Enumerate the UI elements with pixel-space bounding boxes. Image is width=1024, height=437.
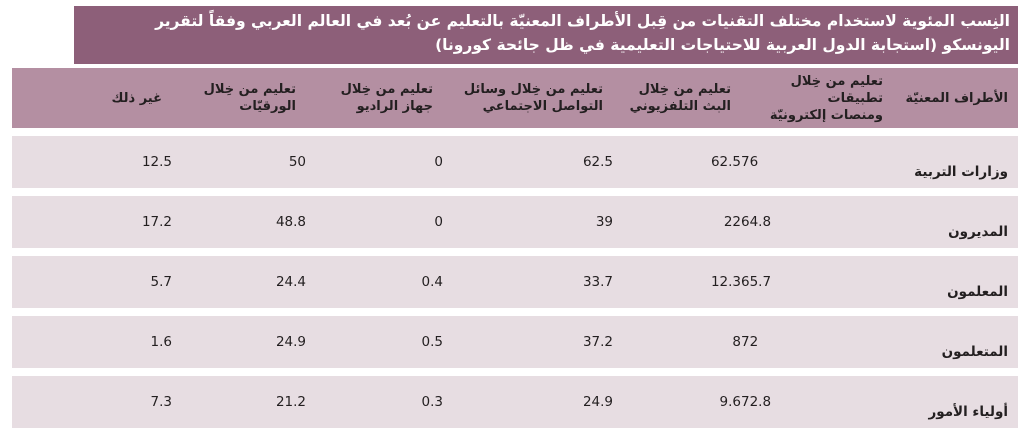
header-paper: تعليم من خِلال الورقيّات — [172, 68, 306, 128]
title-line-1: النِسب المئوية لاستخدام مختلف التقنيات م… — [155, 12, 1010, 30]
cell-social: 62.5 — [443, 136, 613, 188]
header-tv: تعليم من خِلال البث التلفزيوني — [613, 68, 741, 128]
header-radio-line2: جهاز الراديو — [356, 99, 433, 114]
header-tv-line2: البث التلفزيوني — [629, 99, 731, 114]
cell-paper: 24.4 — [172, 256, 306, 308]
cell-paper-value: 48.8 — [275, 214, 306, 230]
cell-tv-value: 12.3 — [710, 274, 741, 290]
cell-apps: 76 — [741, 136, 893, 188]
header-entity: الأطراف المعنيّة — [893, 68, 1018, 128]
cell-paper-value: 24.9 — [275, 334, 306, 350]
cell-other-value: 1.6 — [150, 334, 172, 350]
cell-apps: 72.8 — [741, 376, 893, 428]
data-table: الأطراف المعنيّة تعليم من خِلال تطبيقات … — [12, 68, 1018, 428]
cell-social-value: 39 — [595, 214, 613, 230]
cell-social-value: 62.5 — [582, 154, 613, 170]
cell-other: 7.3 — [12, 376, 172, 428]
cell-social: 39 — [443, 196, 613, 248]
row-entity: المعلمون — [947, 284, 1008, 300]
header-entity-label: الأطراف المعنيّة — [905, 90, 1008, 106]
cell-tv: 8 — [613, 316, 741, 368]
cell-radio-value: 0 — [434, 214, 443, 230]
table-row: أولياء الأمور 72.8 9.6 24.9 0.3 21.2 7.3 — [12, 376, 1018, 428]
cell-apps-value: 72 — [741, 334, 759, 350]
cell-social: 24.9 — [443, 376, 613, 428]
cell-apps: 64.8 — [741, 196, 893, 248]
cell-tv-value: 9.6 — [719, 394, 741, 410]
cell-social: 37.2 — [443, 316, 613, 368]
cell-other-value: 17.2 — [141, 214, 172, 230]
cell-other: 5.7 — [12, 256, 172, 308]
cell-paper-value: 24.4 — [275, 274, 306, 290]
cell-other: 1.6 — [12, 316, 172, 368]
header-other-label: غير ذلك — [111, 90, 162, 106]
cell-radio-value: 0.5 — [421, 334, 443, 350]
header-radio: تعليم من خِلال جهاز الراديو — [306, 68, 443, 128]
cell-radio: 0 — [306, 196, 443, 248]
header-paper-line2: الورقيّات — [239, 99, 296, 114]
cell-paper-value: 50 — [288, 154, 306, 170]
cell-other-value: 7.3 — [150, 394, 172, 410]
header-apps-line1: تعليم من خِلال تطبيقات — [790, 73, 883, 106]
cell-paper: 50 — [172, 136, 306, 188]
cell-apps: 72 — [741, 316, 893, 368]
cell-other: 17.2 — [12, 196, 172, 248]
cell-social: 33.7 — [443, 256, 613, 308]
cell-apps: 65.7 — [741, 256, 893, 308]
header-paper-line1: تعليم من خِلال — [203, 82, 296, 97]
table-row: وزارات التربية 76 62.5 62.5 0 50 12.5 — [12, 136, 1018, 188]
table-header-row: الأطراف المعنيّة تعليم من خِلال تطبيقات … — [12, 68, 1018, 128]
cell-radio: 0.4 — [306, 256, 443, 308]
table-row: المتعلمون 72 8 37.2 0.5 24.9 1.6 — [12, 316, 1018, 368]
table-title: النِسب المئوية لاستخدام مختلف التقنيات م… — [74, 6, 1018, 64]
cell-tv: 12.3 — [613, 256, 741, 308]
cell-other-value: 12.5 — [141, 154, 172, 170]
cell-radio: 0 — [306, 136, 443, 188]
row-entity: المديرون — [948, 224, 1008, 240]
cell-tv: 62.5 — [613, 136, 741, 188]
table-row: المعلمون 65.7 12.3 33.7 0.4 24.4 5.7 — [12, 256, 1018, 308]
cell-apps-value: 72.8 — [741, 394, 772, 410]
cell-tv-value: 62.5 — [710, 154, 741, 170]
cell-other-value: 5.7 — [150, 274, 172, 290]
cell-social-value: 37.2 — [582, 334, 613, 350]
cell-radio: 0.5 — [306, 316, 443, 368]
cell-radio-value: 0 — [434, 154, 443, 170]
cell-radio-value: 0.3 — [421, 394, 443, 410]
cell-paper-value: 21.2 — [275, 394, 306, 410]
header-radio-line1: تعليم من خِلال — [340, 82, 433, 97]
cell-apps-value: 64.8 — [741, 214, 772, 230]
cell-social-value: 33.7 — [582, 274, 613, 290]
header-apps: تعليم من خِلال تطبيقات ومنصات إلكترونيّة — [741, 68, 893, 128]
cell-radio-value: 0.4 — [421, 274, 443, 290]
cell-paper: 21.2 — [172, 376, 306, 428]
header-social-line1: تعليم من خِلال وسائل — [463, 82, 603, 97]
row-entity: وزارات التربية — [914, 164, 1008, 180]
cell-tv-value: 8 — [732, 334, 741, 350]
row-entity: أولياء الأمور — [928, 404, 1008, 420]
row-entity: المتعلمون — [941, 344, 1008, 360]
header-tv-line1: تعليم من خِلال — [638, 82, 731, 97]
title-line-2: اليونسكو (استجابة الدول العربية للاحتياج… — [435, 36, 1010, 54]
header-apps-line2: ومنصات إلكترونيّة — [769, 107, 883, 123]
header-social: تعليم من خِلال وسائل التواصل الاجتماعي — [443, 68, 613, 128]
cell-other: 12.5 — [12, 136, 172, 188]
cell-radio: 0.3 — [306, 376, 443, 428]
cell-tv: 22 — [613, 196, 741, 248]
table-row: المديرون 64.8 22 39 0 48.8 17.2 — [12, 196, 1018, 248]
cell-tv: 9.6 — [613, 376, 741, 428]
header-other: غير ذلك — [12, 68, 172, 128]
cell-social-value: 24.9 — [582, 394, 613, 410]
header-social-line2: التواصل الاجتماعي — [482, 99, 603, 114]
cell-paper: 48.8 — [172, 196, 306, 248]
cell-tv-value: 22 — [723, 214, 741, 230]
cell-paper: 24.9 — [172, 316, 306, 368]
cell-apps-value: 65.7 — [741, 274, 772, 290]
cell-apps-value: 76 — [741, 154, 759, 170]
